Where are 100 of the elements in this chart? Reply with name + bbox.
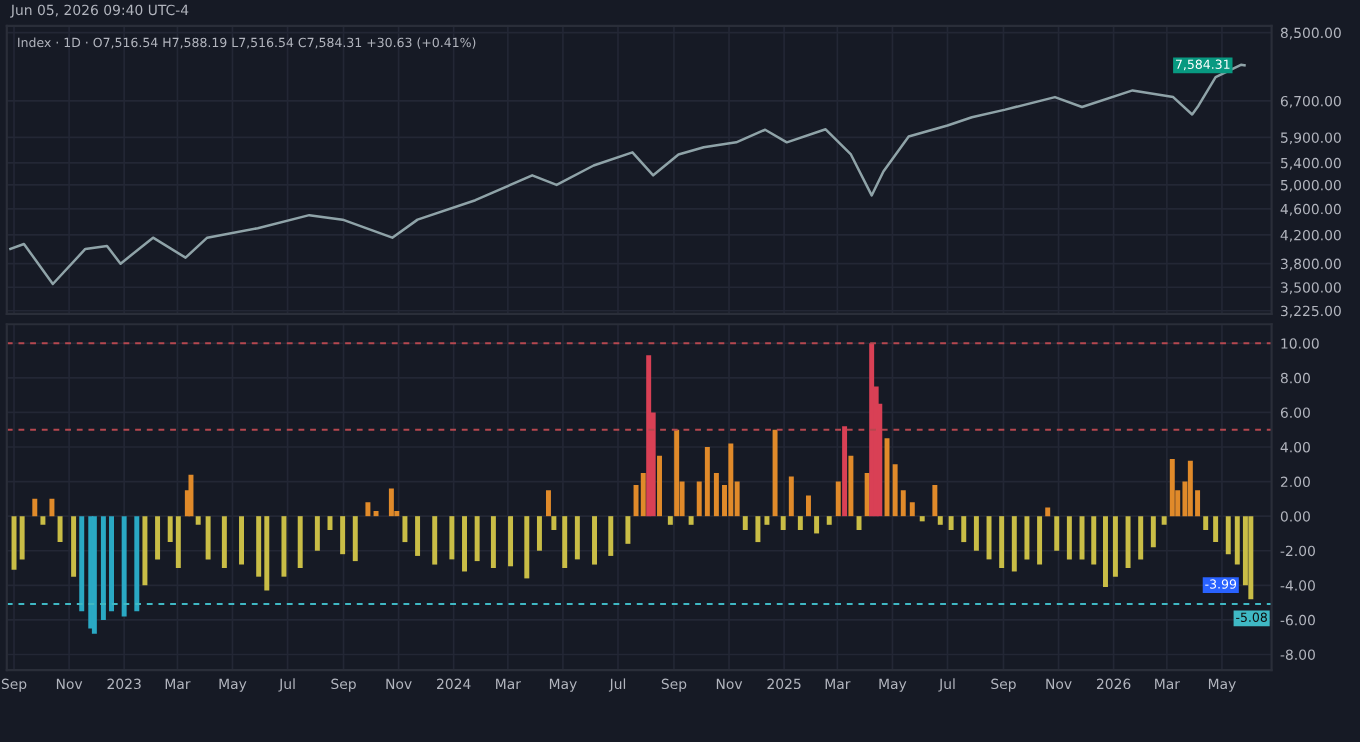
bar [32,498,38,517]
bar [919,516,925,522]
bar [432,516,438,565]
bar [1225,516,1231,555]
bar [986,516,992,560]
bar [1103,516,1108,588]
bar [1150,516,1156,548]
bar [1248,516,1254,600]
bar [835,481,841,517]
bar [79,516,85,612]
bar [373,510,379,517]
bar [608,516,614,556]
bar [508,516,514,567]
bar [764,516,770,525]
bar [937,516,943,525]
bar [948,516,954,530]
bar [848,455,854,517]
bar [1112,516,1118,577]
bar [188,474,194,517]
bar [121,516,127,617]
bar [667,516,673,525]
bar [1054,516,1060,551]
bar [704,447,710,517]
bar [142,516,148,586]
bar [742,516,748,530]
bar [674,429,680,517]
bar [1091,516,1097,565]
bar [1066,516,1072,560]
bar [175,516,181,569]
bar [490,516,496,569]
bar [909,502,915,517]
bar [1125,516,1131,569]
bar [462,516,467,572]
bar [856,516,862,530]
bar [892,464,898,517]
bar [755,516,761,543]
bar [109,516,115,612]
bar [449,516,455,560]
bar [973,516,979,551]
bar [551,516,557,530]
bar [869,343,875,517]
bar [1011,516,1017,572]
bar [688,516,694,525]
bar [805,495,811,517]
bar [239,516,245,565]
bar [657,455,662,517]
bar [842,426,848,517]
bar [545,490,551,517]
bar [11,516,17,570]
bar [57,516,63,543]
bar [402,516,408,543]
bar [788,476,794,517]
bar [71,516,77,577]
bar [640,472,646,517]
bar [100,516,106,620]
bar [961,516,967,543]
bar [1138,516,1144,560]
line-series [9,63,1246,286]
bar [264,516,270,591]
bar [195,516,201,525]
bar [205,516,211,560]
bar [221,516,227,569]
bar [713,472,719,517]
bar [1203,516,1209,530]
bar [281,516,287,577]
bar [646,355,652,517]
bar [932,485,938,517]
bar [1161,516,1167,525]
bar [297,516,303,569]
bar [365,502,371,517]
bar [474,516,480,562]
bar [49,498,55,517]
bar [524,516,530,579]
bar [1045,507,1051,517]
bar [574,516,580,560]
bar [352,516,358,562]
bar [155,516,161,560]
bar [91,516,97,634]
bar [415,516,421,556]
bar [1037,516,1043,565]
bar [134,516,140,612]
bar [780,516,786,530]
bar [1169,459,1175,517]
bar [999,516,1005,569]
bar [728,443,734,517]
bar [826,516,832,525]
bar [1024,516,1030,560]
bar [797,516,803,530]
bar [562,516,568,569]
bar [388,488,394,517]
bar [625,516,631,544]
bar [40,516,46,525]
bar [1213,516,1219,543]
bar [340,516,346,555]
bar [814,516,820,534]
bar [772,429,778,517]
bar [314,516,320,551]
bar [536,516,542,551]
bar [592,516,597,565]
bar [1187,460,1193,517]
